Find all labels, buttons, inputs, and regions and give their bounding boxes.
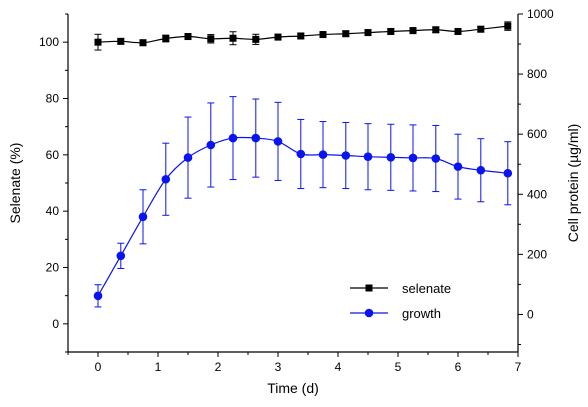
selenate-point — [504, 22, 512, 30]
selenate-point — [477, 25, 485, 33]
selenate-point — [297, 32, 305, 40]
growth-point — [341, 151, 351, 160]
growth-point — [363, 152, 373, 162]
growth-point — [503, 168, 513, 178]
growth-point — [183, 153, 193, 162]
selenate-point — [454, 27, 462, 35]
growth-point — [296, 149, 306, 159]
growth-point — [431, 154, 441, 163]
y-left-tick-label: 0 — [52, 317, 59, 331]
x-tick-label: 6 — [455, 360, 462, 374]
selenate-point — [117, 37, 125, 45]
y-right-axis-title: Cell protein (µg/ml) — [565, 124, 581, 243]
y-right-tick-label: 0 — [527, 307, 534, 321]
growth-point — [453, 162, 463, 171]
y-right-tick-label: 800 — [527, 67, 547, 81]
x-tick-label: 2 — [215, 360, 222, 374]
growth-point — [386, 153, 396, 162]
selenate-point — [252, 35, 260, 43]
x-axis-title: Time (d) — [267, 380, 319, 396]
x-tick-label: 0 — [95, 360, 102, 374]
y-left-tick-label: 40 — [46, 204, 60, 218]
y-right-tick-label: 1000 — [527, 7, 554, 21]
selenate-point — [432, 26, 440, 34]
growth-point — [273, 137, 283, 146]
legend: selenate growth — [350, 281, 451, 321]
growth-point — [318, 150, 328, 159]
x-tick-label: 7 — [515, 360, 522, 374]
y-right-tick-label: 400 — [527, 187, 547, 201]
growth-point — [138, 212, 148, 222]
series-markers — [93, 22, 513, 301]
legend-growth-marker — [364, 308, 374, 318]
y-left-tick-label: 80 — [46, 92, 60, 106]
error-bars — [94, 21, 512, 308]
x-tick-label: 5 — [395, 360, 402, 374]
growth-point — [228, 133, 238, 143]
growth-point — [476, 165, 486, 175]
selenate-point — [387, 27, 395, 35]
x-tick-label: 4 — [335, 360, 342, 374]
selenate-point — [184, 33, 192, 41]
growth-point — [408, 153, 418, 163]
selenate-point — [162, 35, 170, 43]
selenate-point — [364, 29, 372, 37]
growth-point — [206, 140, 216, 150]
y-right-tick-label: 200 — [527, 247, 547, 261]
selenate-point — [229, 34, 237, 42]
selenate-point — [409, 27, 417, 35]
x-tick-label: 1 — [155, 360, 162, 374]
growth-point — [251, 133, 261, 143]
y-left-tick-label: 60 — [46, 148, 60, 162]
y-right-tick-label: 600 — [527, 127, 547, 141]
legend-selenate-label: selenate — [402, 281, 451, 296]
y-left-axis-title: Selenate (%) — [7, 143, 23, 224]
selenate-point — [274, 33, 282, 41]
selenate-point — [342, 30, 350, 38]
growth-point — [93, 291, 103, 301]
selenate-point — [207, 35, 215, 43]
selenate-point — [319, 31, 327, 39]
selenate-point — [94, 38, 102, 46]
axis-labels: Time (d) Selenate (%) Cell protein (µg/m… — [7, 124, 581, 396]
legend-growth-label: growth — [402, 306, 441, 321]
y-left-tick-label: 20 — [46, 261, 60, 275]
legend-selenate-marker — [365, 284, 373, 292]
x-tick-label: 3 — [275, 360, 282, 374]
selenate-point — [139, 39, 147, 47]
growth-point — [116, 251, 126, 261]
growth-point — [161, 174, 171, 184]
y-left-tick-label: 100 — [39, 35, 59, 49]
growth-line — [97, 136, 508, 297]
series-lines — [97, 25, 508, 297]
